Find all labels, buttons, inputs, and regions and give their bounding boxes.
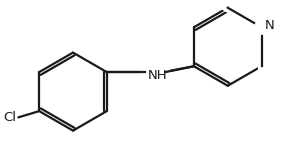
Text: N: N bbox=[265, 19, 275, 32]
Text: NH: NH bbox=[148, 69, 167, 82]
Text: Cl: Cl bbox=[4, 111, 17, 124]
